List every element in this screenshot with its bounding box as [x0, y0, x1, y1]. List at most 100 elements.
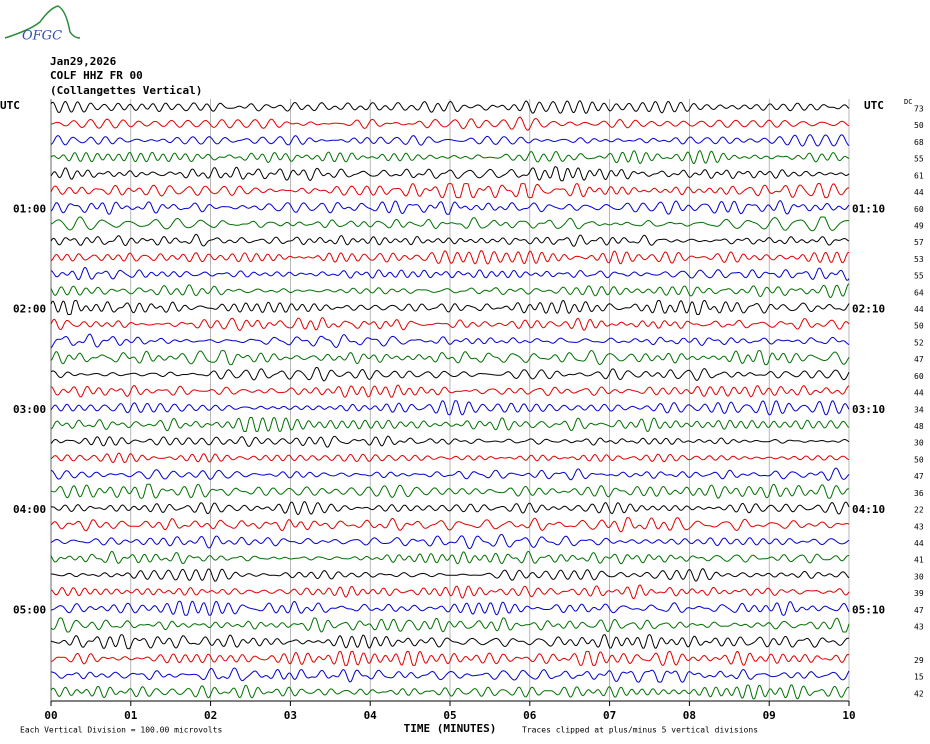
- location: (Collangettes Vertical): [50, 84, 202, 97]
- trace: [50, 283, 850, 298]
- x-tick-label: 05: [443, 709, 456, 722]
- dc-offset: 30: [914, 572, 924, 581]
- dc-offset: 68: [914, 138, 924, 147]
- dc-offset: 47: [914, 355, 924, 364]
- trace: [50, 634, 850, 650]
- logo: OFGC: [22, 29, 62, 44]
- trace: [50, 435, 850, 448]
- dc-offset: 48: [914, 422, 924, 431]
- dc-offset: 36: [914, 489, 924, 498]
- dc-offset: 73: [914, 105, 924, 114]
- trace: [50, 467, 850, 481]
- trace: [50, 517, 850, 533]
- dc-offset: 39: [914, 589, 924, 598]
- right-time-label: 04:10: [852, 503, 885, 516]
- trace: [50, 317, 850, 332]
- trace: [50, 483, 850, 499]
- dc-offset: 42: [914, 689, 924, 698]
- x-tick-label: 07: [603, 709, 616, 722]
- x-tick-label: 00: [44, 709, 57, 722]
- dc-offset: 57: [914, 238, 924, 247]
- dc-offset: 22: [914, 506, 924, 515]
- trace: [50, 684, 850, 700]
- dc-offset: 43: [914, 623, 924, 632]
- trace: [50, 550, 850, 565]
- trace: [50, 617, 850, 633]
- dc-offset: 43: [914, 522, 924, 531]
- trace: [50, 667, 850, 683]
- dc-offset: 50: [914, 455, 924, 464]
- logo-curve: [4, 5, 81, 39]
- trace: [50, 233, 850, 247]
- dc-offset: 44: [914, 188, 924, 197]
- dc-offset: 61: [914, 171, 924, 180]
- trace: [50, 384, 850, 398]
- x-tick-label: 01: [124, 709, 138, 722]
- x-tick-label: 04: [364, 709, 378, 722]
- left-time-label: 01:00: [13, 202, 46, 215]
- dc-title: DC: [904, 98, 912, 106]
- dc-offset: 64: [914, 288, 924, 297]
- trace: [50, 183, 849, 199]
- dc-offset: 29: [914, 656, 924, 665]
- scale-note: Each Vertical Division = 100.00 microvol…: [20, 726, 222, 735]
- dc-offset: 50: [914, 121, 924, 130]
- trace: [50, 534, 850, 549]
- dc-offset: 30: [914, 439, 924, 448]
- trace: [51, 568, 850, 582]
- dc-offset: 55: [914, 272, 924, 281]
- trace: [50, 100, 850, 115]
- trace: [50, 350, 850, 366]
- x-tick-label: 03: [284, 709, 297, 722]
- station: COLF HHZ FR 00: [50, 69, 143, 82]
- x-tick-label: 02: [204, 709, 217, 722]
- clip-note: Traces clipped at plus/minus 5 vertical …: [522, 726, 758, 735]
- right-time-label: 03:10: [852, 403, 885, 416]
- dc-offset: 60: [914, 205, 924, 214]
- trace: [50, 400, 850, 416]
- dc-offset: 44: [914, 539, 924, 548]
- trace: [50, 452, 850, 464]
- trace: [50, 501, 850, 516]
- trace: [50, 366, 850, 382]
- dc-offset: 47: [914, 472, 924, 481]
- right-time-label: 05:10: [852, 603, 885, 616]
- left-time-label: 04:00: [13, 503, 46, 516]
- trace: [50, 216, 850, 232]
- trace: [50, 149, 850, 165]
- dc-offset: 50: [914, 322, 924, 331]
- left-time-label: 05:00: [13, 603, 46, 616]
- dc-offset: 34: [914, 405, 924, 414]
- trace: [50, 584, 850, 600]
- x-axis-title: TIME (MINUTES): [404, 722, 497, 735]
- date: Jan29,2026: [50, 55, 117, 68]
- x-tick-label: 10: [842, 709, 855, 722]
- dc-offset: 41: [914, 556, 924, 565]
- right-time-label: 01:10: [852, 202, 885, 215]
- trace: [50, 333, 850, 349]
- dc-offset: 60: [914, 372, 924, 381]
- dc-offset: 15: [914, 673, 924, 682]
- dc-offset: 55: [914, 155, 924, 164]
- dc-offset: 52: [914, 338, 924, 347]
- dc-offset: 44: [914, 305, 924, 314]
- trace: [50, 250, 849, 265]
- right-axis-title: UTC: [864, 99, 884, 112]
- trace: [50, 134, 850, 147]
- dc-offset: 49: [914, 221, 924, 230]
- left-time-label: 02:00: [13, 303, 46, 316]
- left-axis-title: UTC: [0, 99, 20, 112]
- dc-offset: 53: [914, 255, 924, 264]
- trace: [50, 200, 850, 215]
- trace: [50, 416, 850, 433]
- x-tick-label: 08: [683, 709, 696, 722]
- right-time-label: 02:10: [852, 303, 885, 316]
- trace: [50, 600, 850, 616]
- x-tick-label: 09: [763, 709, 776, 722]
- trace: [51, 650, 850, 666]
- trace: [50, 266, 850, 281]
- left-time-label: 03:00: [13, 403, 46, 416]
- x-tick-label: 06: [523, 709, 537, 722]
- trace: [50, 299, 850, 315]
